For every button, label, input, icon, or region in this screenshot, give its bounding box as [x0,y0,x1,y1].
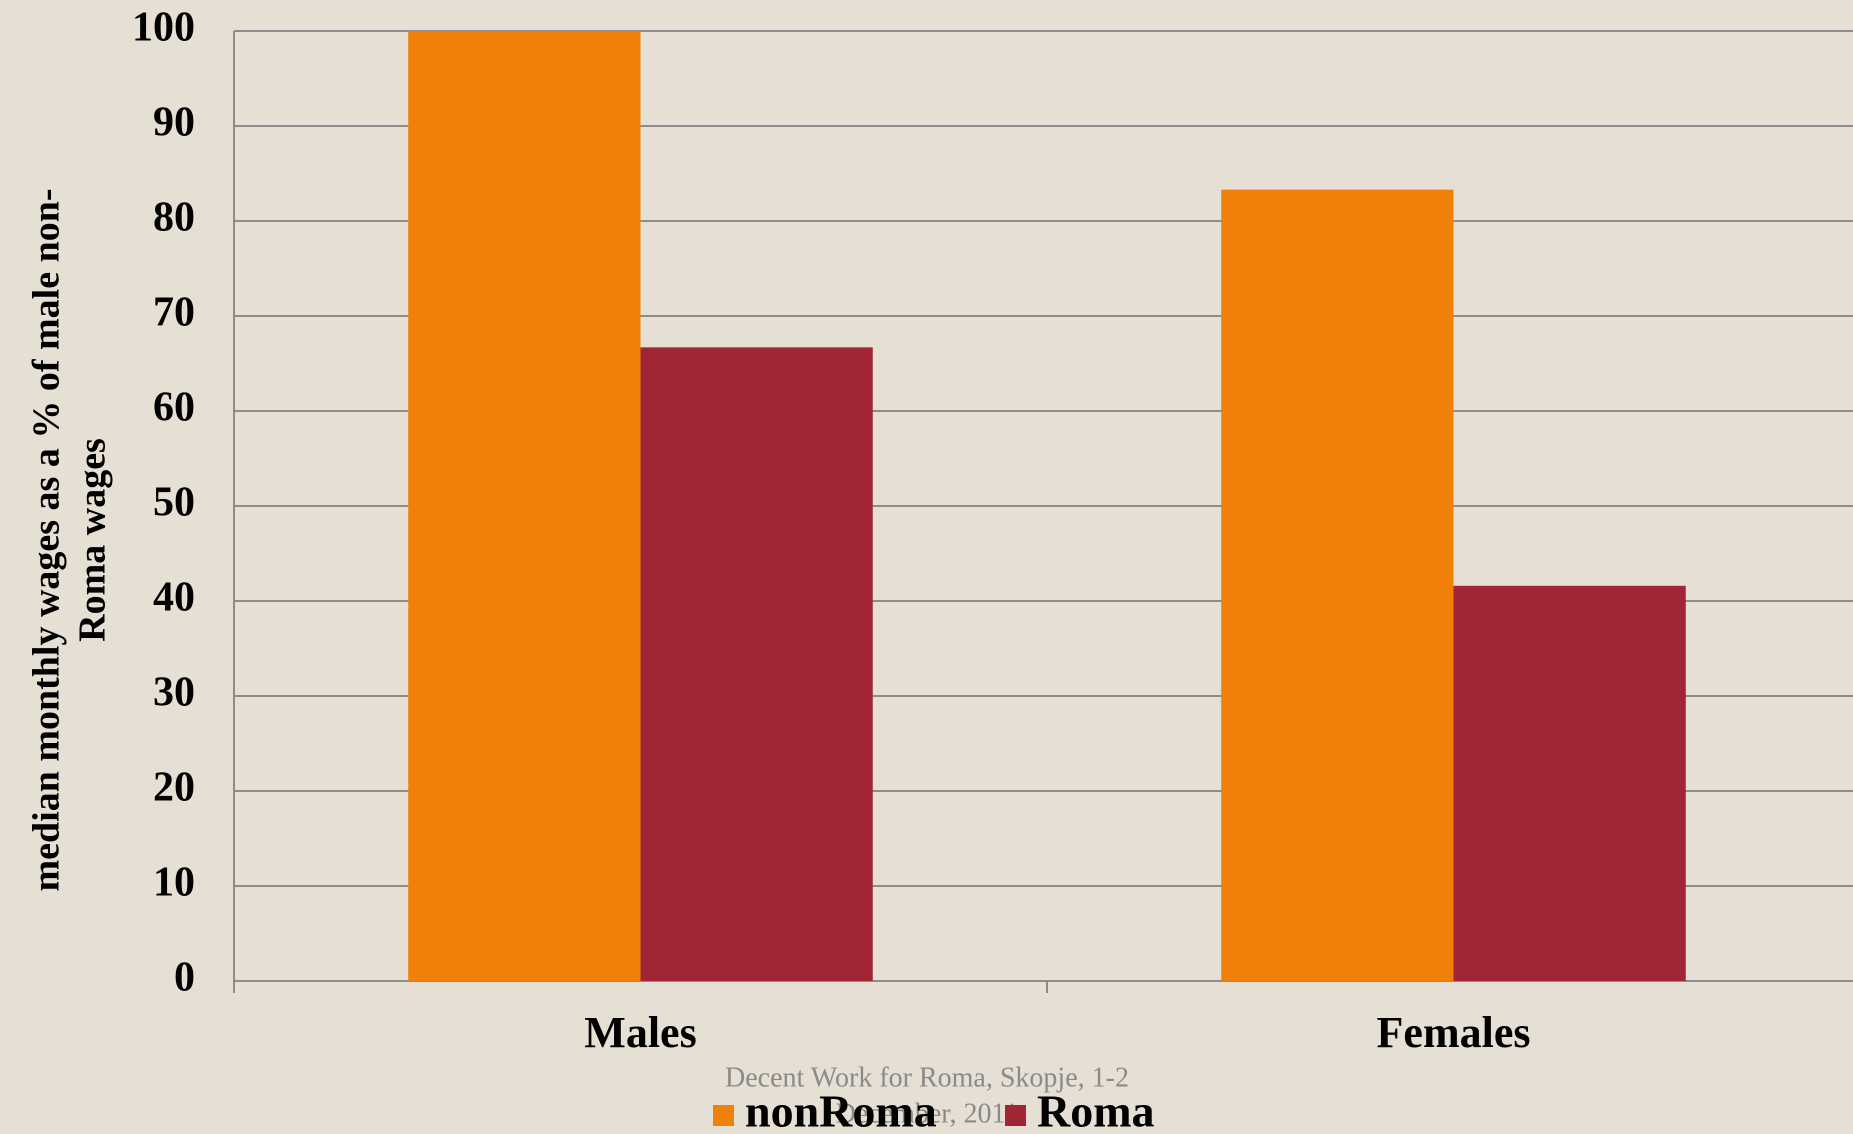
y-axis-title-line: Roma wages [72,438,114,642]
y-tick-label: 100 [132,5,195,51]
bar [1453,585,1686,981]
legend-label: Roma [1037,1086,1155,1134]
footer-text: Decent Work for Roma, Skopje, 1-2 [725,1062,1129,1093]
bar [640,347,873,982]
y-tick-label: 40 [153,575,195,621]
y-tick-label: 70 [153,290,195,336]
legend-swatch [1005,1105,1026,1126]
footer-text: December, 2011 [836,1098,1019,1129]
y-tick-label: 20 [153,765,195,811]
legend-label: nonRoma [745,1086,937,1134]
bar [408,31,641,981]
y-tick-label: 10 [153,860,195,906]
legend-swatch [713,1105,734,1126]
bar [1221,189,1454,981]
y-tick-label: 0 [174,955,195,1001]
x-tick-label: Females [1377,1008,1531,1057]
y-tick-label: 80 [153,195,195,241]
y-axis-title: median monthly wages as a % of male non-… [26,188,114,891]
y-tick-label: 90 [153,100,195,146]
y-axis-title-line: median monthly wages as a % of male non- [26,188,68,891]
y-tick-label: 30 [153,670,195,716]
x-tick-label: Males [584,1008,696,1057]
y-tick-label: 60 [153,385,195,431]
y-tick-label: 50 [153,480,195,526]
